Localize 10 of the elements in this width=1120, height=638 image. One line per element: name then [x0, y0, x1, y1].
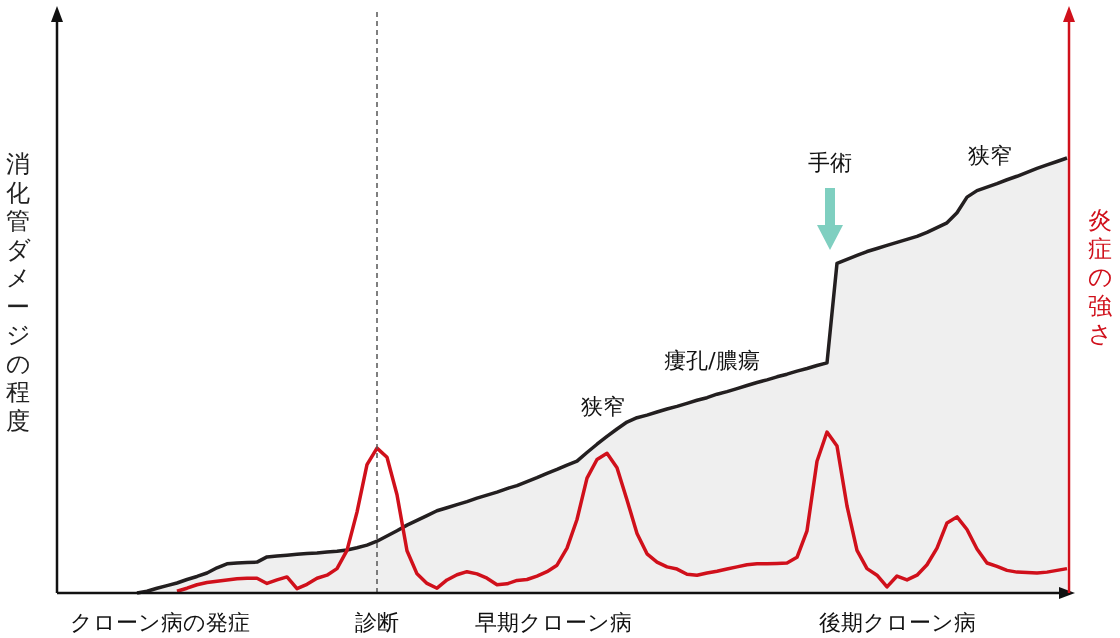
text: クローン病の発症 [70, 610, 250, 635]
annotation: 手術 [808, 150, 852, 175]
text: 後期クローン病 [818, 610, 976, 635]
text: 消化管ダメージの程度 [5, 150, 31, 435]
y2-axis-title: 炎症の強さ [1087, 206, 1113, 348]
text: 診断 [355, 610, 399, 635]
annotation: 狭窄 [968, 143, 1012, 168]
text: 早期クローン病 [474, 610, 632, 635]
annotation: 瘻孔/膿瘍 [664, 348, 760, 373]
annotation: 狭窄 [581, 394, 625, 419]
